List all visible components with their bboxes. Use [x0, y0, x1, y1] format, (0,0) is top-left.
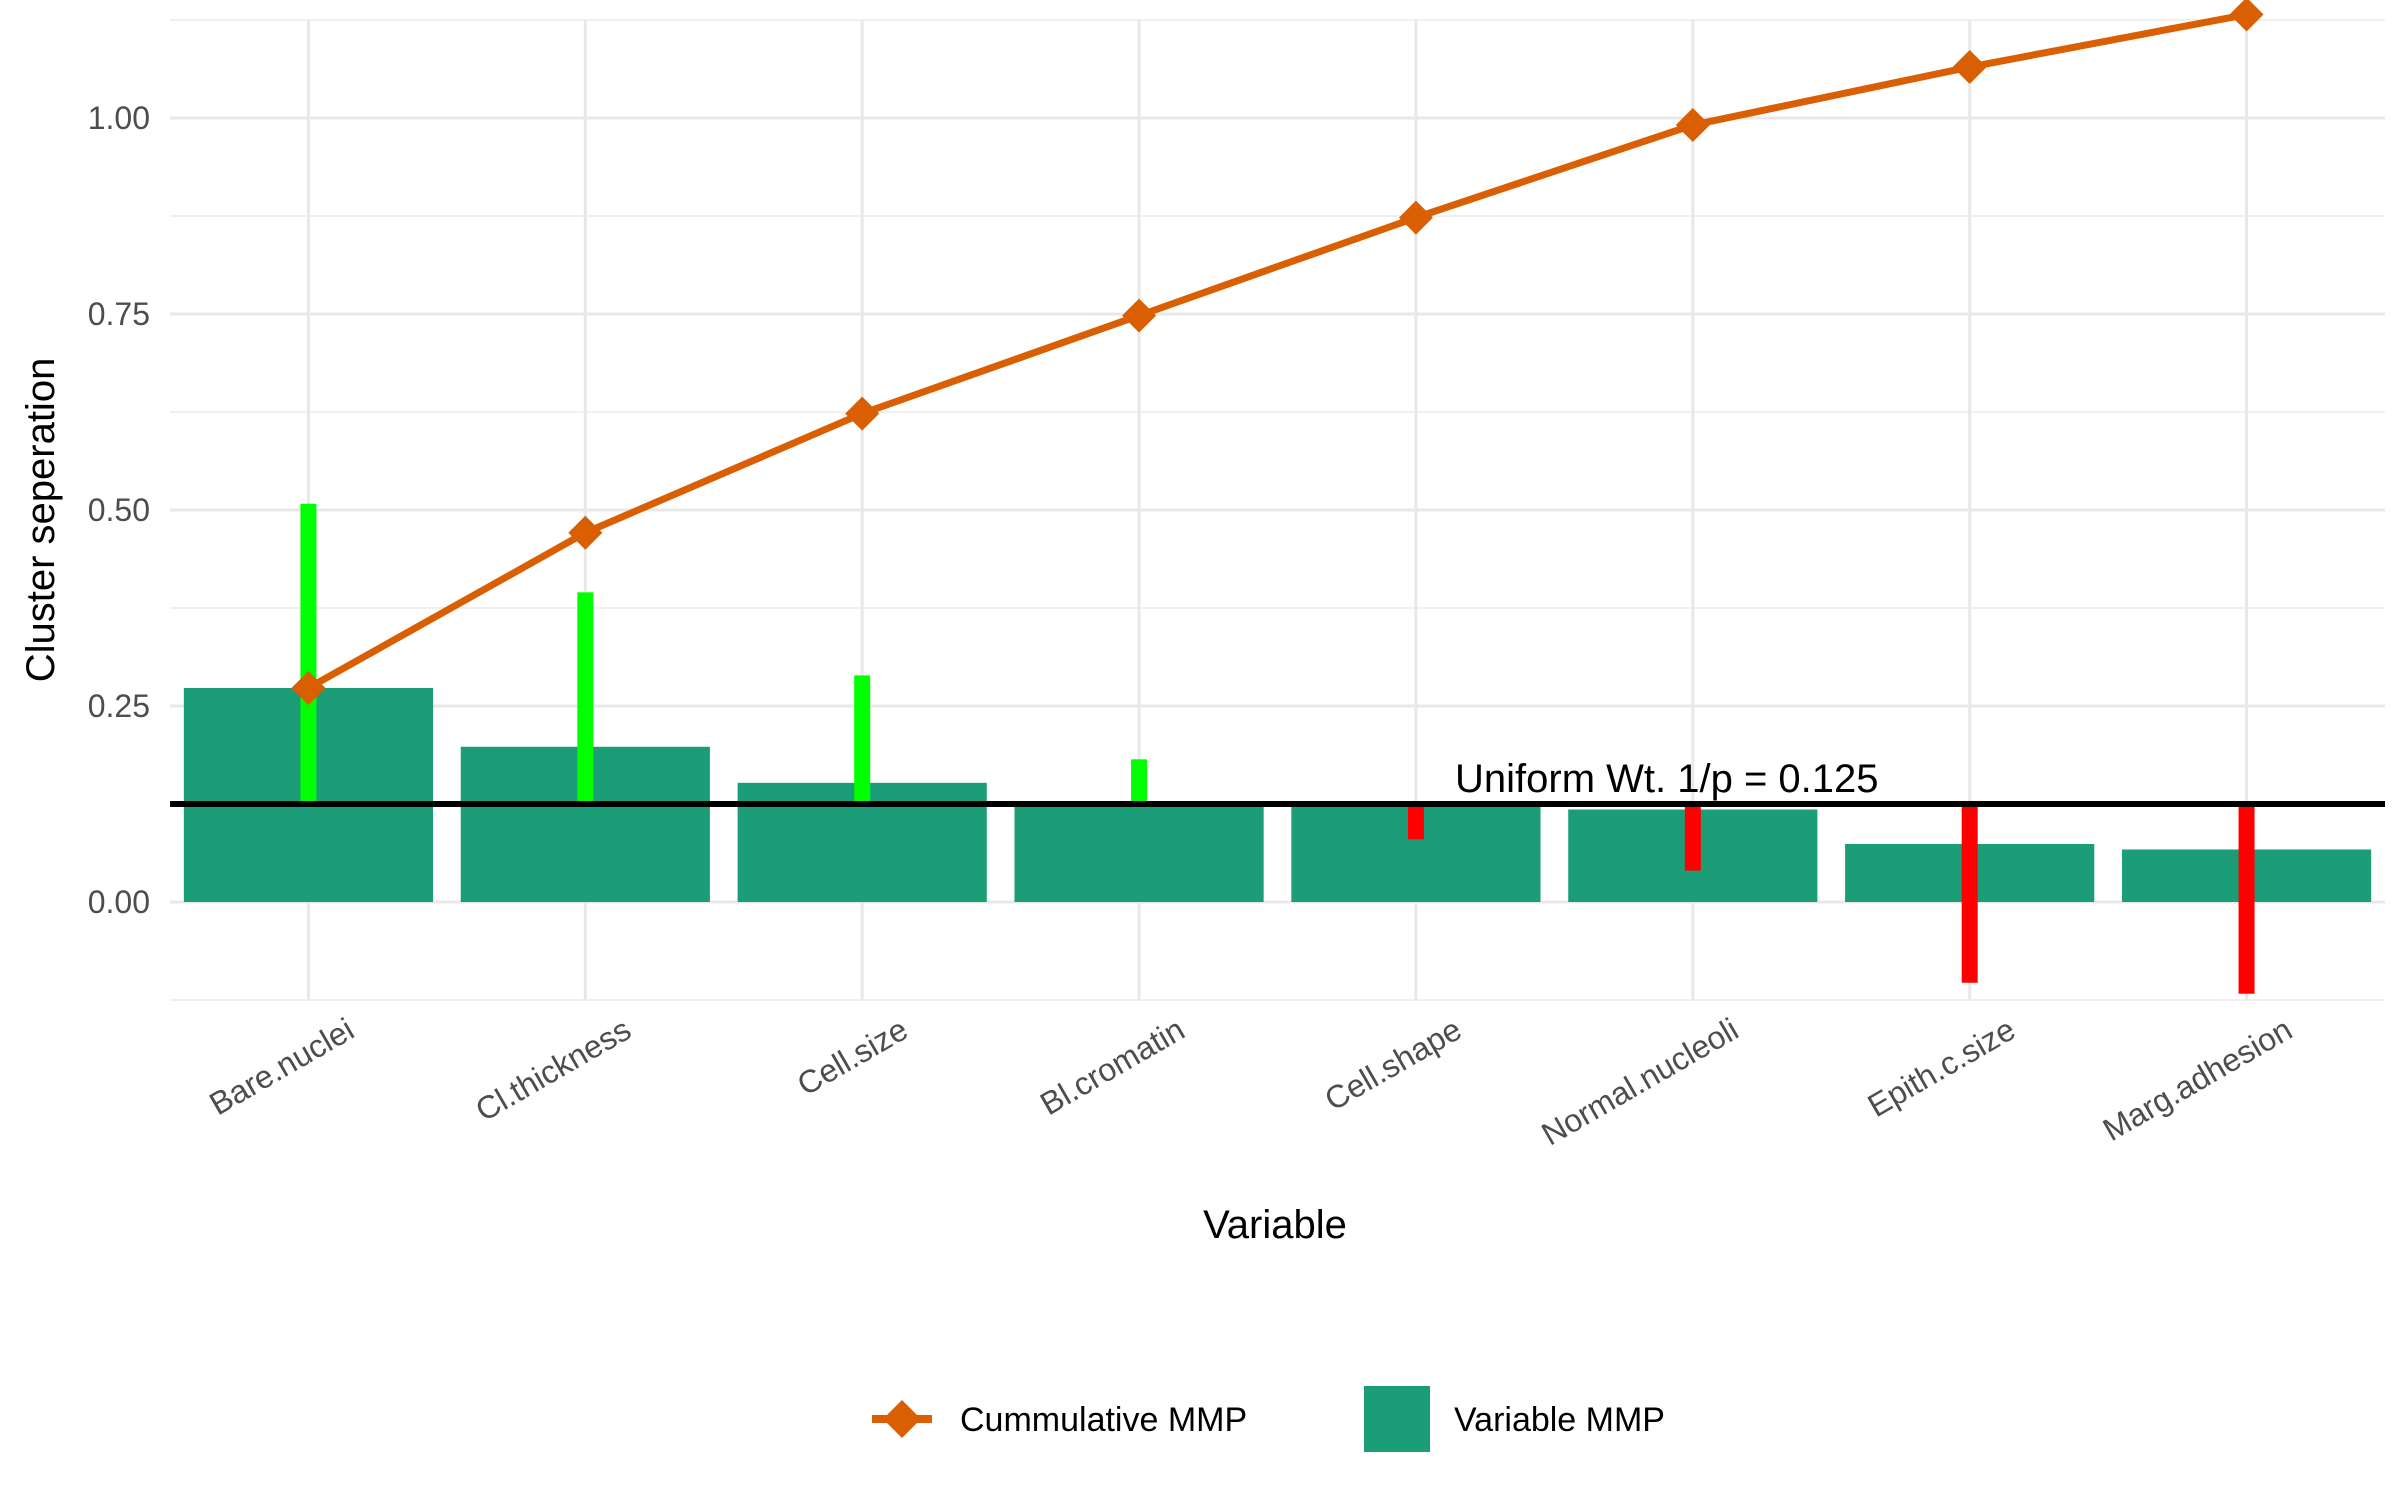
x-tick-label: Cl.thickness [469, 1011, 636, 1128]
legend: Cummulative MMP Variable MMP [872, 1386, 1665, 1452]
deviation-segment-bl-cromatin [1131, 759, 1148, 804]
legend-diamond-icon [883, 1400, 921, 1438]
legend-label-variable: Variable MMP [1454, 1401, 1665, 1439]
deviation-segments [300, 503, 2255, 994]
cumulative-point-bare-nuclei [291, 670, 326, 705]
y-axis-ticks: 0.00 0.25 0.50 0.75 1.00 [88, 100, 150, 920]
x-tick-label: Cell.shape [1318, 1011, 1467, 1118]
y-tick-label: 0.25 [88, 688, 150, 724]
y-tick-label: 0.75 [88, 296, 150, 332]
cumulative-point-marg-adhesion [2229, 0, 2264, 32]
deviation-segment-bare-nuclei [300, 503, 317, 804]
deviation-segment-epith-c-size [1961, 804, 1978, 983]
cumulative-line [306, 11, 2248, 692]
x-tick-label: Marg.adhesion [2097, 1011, 2298, 1148]
reference-line-label: Uniform Wt. 1/p = 0.125 [1455, 757, 1879, 801]
deviation-segment-cell-size [854, 675, 871, 804]
y-tick-label: 0.50 [88, 492, 150, 528]
x-tick-label: Bl.cromatin [1034, 1011, 1191, 1122]
x-tick-label: Cell.size [791, 1011, 914, 1103]
y-axis-title: Cluster seperation [19, 358, 63, 683]
cumulative-point-bl-cromatin [1122, 298, 1157, 333]
bars [183, 687, 2372, 902]
deviation-segment-marg-adhesion [2238, 804, 2255, 994]
cumulative-point-cell-size [845, 396, 880, 431]
cumulative-point-cell-shape [1398, 200, 1433, 235]
y-tick-label: 1.00 [88, 100, 150, 136]
deviation-segment-normal-nucleoli [1684, 804, 1701, 871]
bar-bl-cromatin [1014, 804, 1264, 902]
cumulative-point-cl-thickness [568, 515, 603, 550]
reference-line-group: Uniform Wt. 1/p = 0.125 [170, 757, 2385, 807]
legend-item-variable: Variable MMP [1364, 1386, 1665, 1452]
y-tick-label: 0.00 [88, 884, 150, 920]
legend-label-cumulative: Cummulative MMP [960, 1401, 1247, 1439]
deviation-segment-cell-shape [1407, 804, 1424, 840]
deviation-segment-cl-thickness [577, 592, 594, 804]
x-axis-title: Variable [1203, 1203, 1347, 1247]
cumulative-line-group [291, 0, 2264, 705]
x-axis-ticks: Bare.nuclei Cl.thickness Cell.size Bl.croma… [203, 1011, 2298, 1152]
x-tick-label: Normal.nucleoli [1535, 1011, 1744, 1152]
x-tick-label: Bare.nuclei [203, 1011, 360, 1122]
cumulative-point-epith-c-size [1952, 50, 1987, 85]
x-tick-label: Epith.c.size [1861, 1011, 2021, 1124]
legend-bar-swatch [1364, 1386, 1430, 1452]
legend-item-cumulative: Cummulative MMP [872, 1400, 1247, 1439]
cumulative-point-normal-nucleoli [1675, 108, 1710, 143]
